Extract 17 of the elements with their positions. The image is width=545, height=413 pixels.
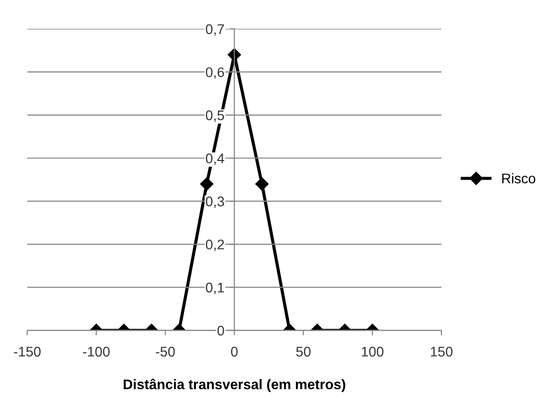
y-tick-label: 0,6 bbox=[206, 67, 224, 79]
x-tick-label: 0 bbox=[231, 346, 238, 357]
x-tick-label: 150 bbox=[430, 346, 452, 357]
y-tick-label: 0,3 bbox=[206, 196, 224, 208]
x-tick-label: -50 bbox=[156, 346, 175, 357]
y-tick-label: 0,7 bbox=[206, 24, 224, 36]
y-tick-label: 0,2 bbox=[206, 240, 224, 252]
x-tick-label: -100 bbox=[83, 346, 110, 357]
y-tick-label: 0,4 bbox=[206, 153, 224, 165]
legend-label: Risco bbox=[502, 173, 536, 184]
y-tick-label: 0,1 bbox=[206, 282, 224, 294]
x-tick-label: -150 bbox=[14, 346, 41, 357]
y-tick-label: 0 bbox=[217, 326, 224, 336]
x-tick-label: 50 bbox=[296, 346, 311, 357]
y-tick-label: 0,5 bbox=[206, 110, 224, 122]
x-tick-label: 100 bbox=[362, 346, 384, 357]
x-axis-title: Distância transversal (em metros) bbox=[124, 378, 346, 392]
